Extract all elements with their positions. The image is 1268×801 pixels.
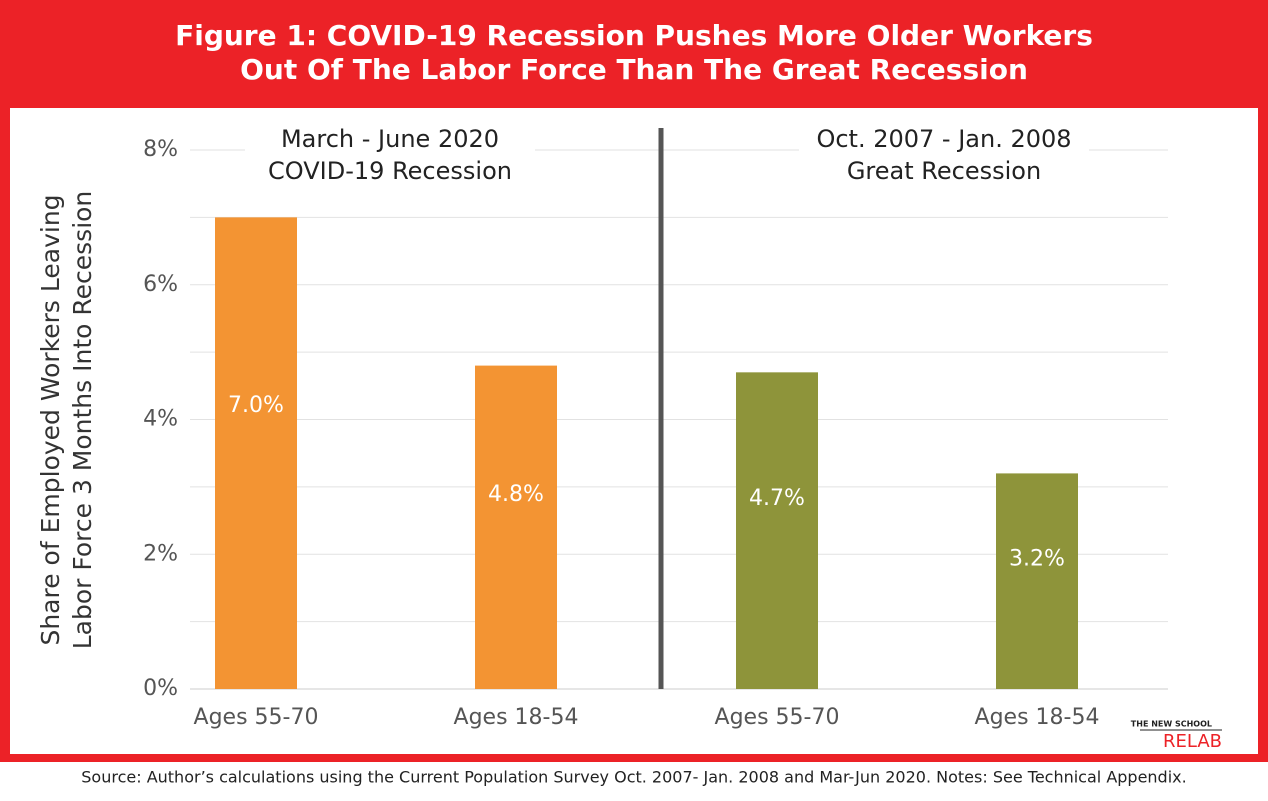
- x-tick-label: Ages 18-54: [975, 705, 1100, 730]
- bar: [475, 365, 557, 689]
- bar: [736, 372, 818, 689]
- value-label: 3.2%: [1009, 547, 1065, 572]
- y-tick-label: 4%: [143, 407, 178, 432]
- y-axis-label-line: Labor Force 3 Months Into Recession: [68, 191, 97, 650]
- group-label: COVID-19 Recession: [268, 157, 512, 185]
- x-tick-label: Ages 55-70: [715, 705, 840, 730]
- y-tick-label: 2%: [143, 541, 178, 566]
- logo-top: THE NEW SCHOOL: [1131, 720, 1212, 729]
- y-axis-label-line: Share of Employed Workers Leaving: [36, 194, 65, 645]
- value-label: 4.7%: [749, 486, 805, 511]
- bar: [996, 473, 1078, 689]
- source-note: Source: Author’s calculations using the …: [81, 768, 1186, 787]
- value-label: 4.8%: [488, 482, 544, 507]
- group-label: Great Recession: [847, 157, 1041, 185]
- logo-bottom: RELAB: [1163, 731, 1222, 752]
- group-label: Oct. 2007 - Jan. 2008: [816, 125, 1071, 153]
- bar: [215, 217, 297, 689]
- x-tick-label: Ages 55-70: [194, 705, 319, 730]
- x-tick-label: Ages 18-54: [454, 705, 579, 730]
- value-label: 7.0%: [228, 393, 284, 418]
- group-label: March - June 2020: [281, 125, 499, 153]
- y-tick-label: 6%: [143, 272, 178, 297]
- chart-title: Out Of The Labor Force Than The Great Re…: [240, 53, 1028, 86]
- group-label-bg: [799, 122, 1089, 188]
- y-axis-label: Share of Employed Workers Leaving Labor …: [36, 191, 97, 650]
- y-tick-label: 8%: [143, 137, 178, 162]
- group-label-bg: [245, 122, 535, 188]
- y-tick-label: 0%: [143, 676, 178, 701]
- chart-title: Figure 1: COVID-19 Recession Pushes More…: [175, 19, 1093, 52]
